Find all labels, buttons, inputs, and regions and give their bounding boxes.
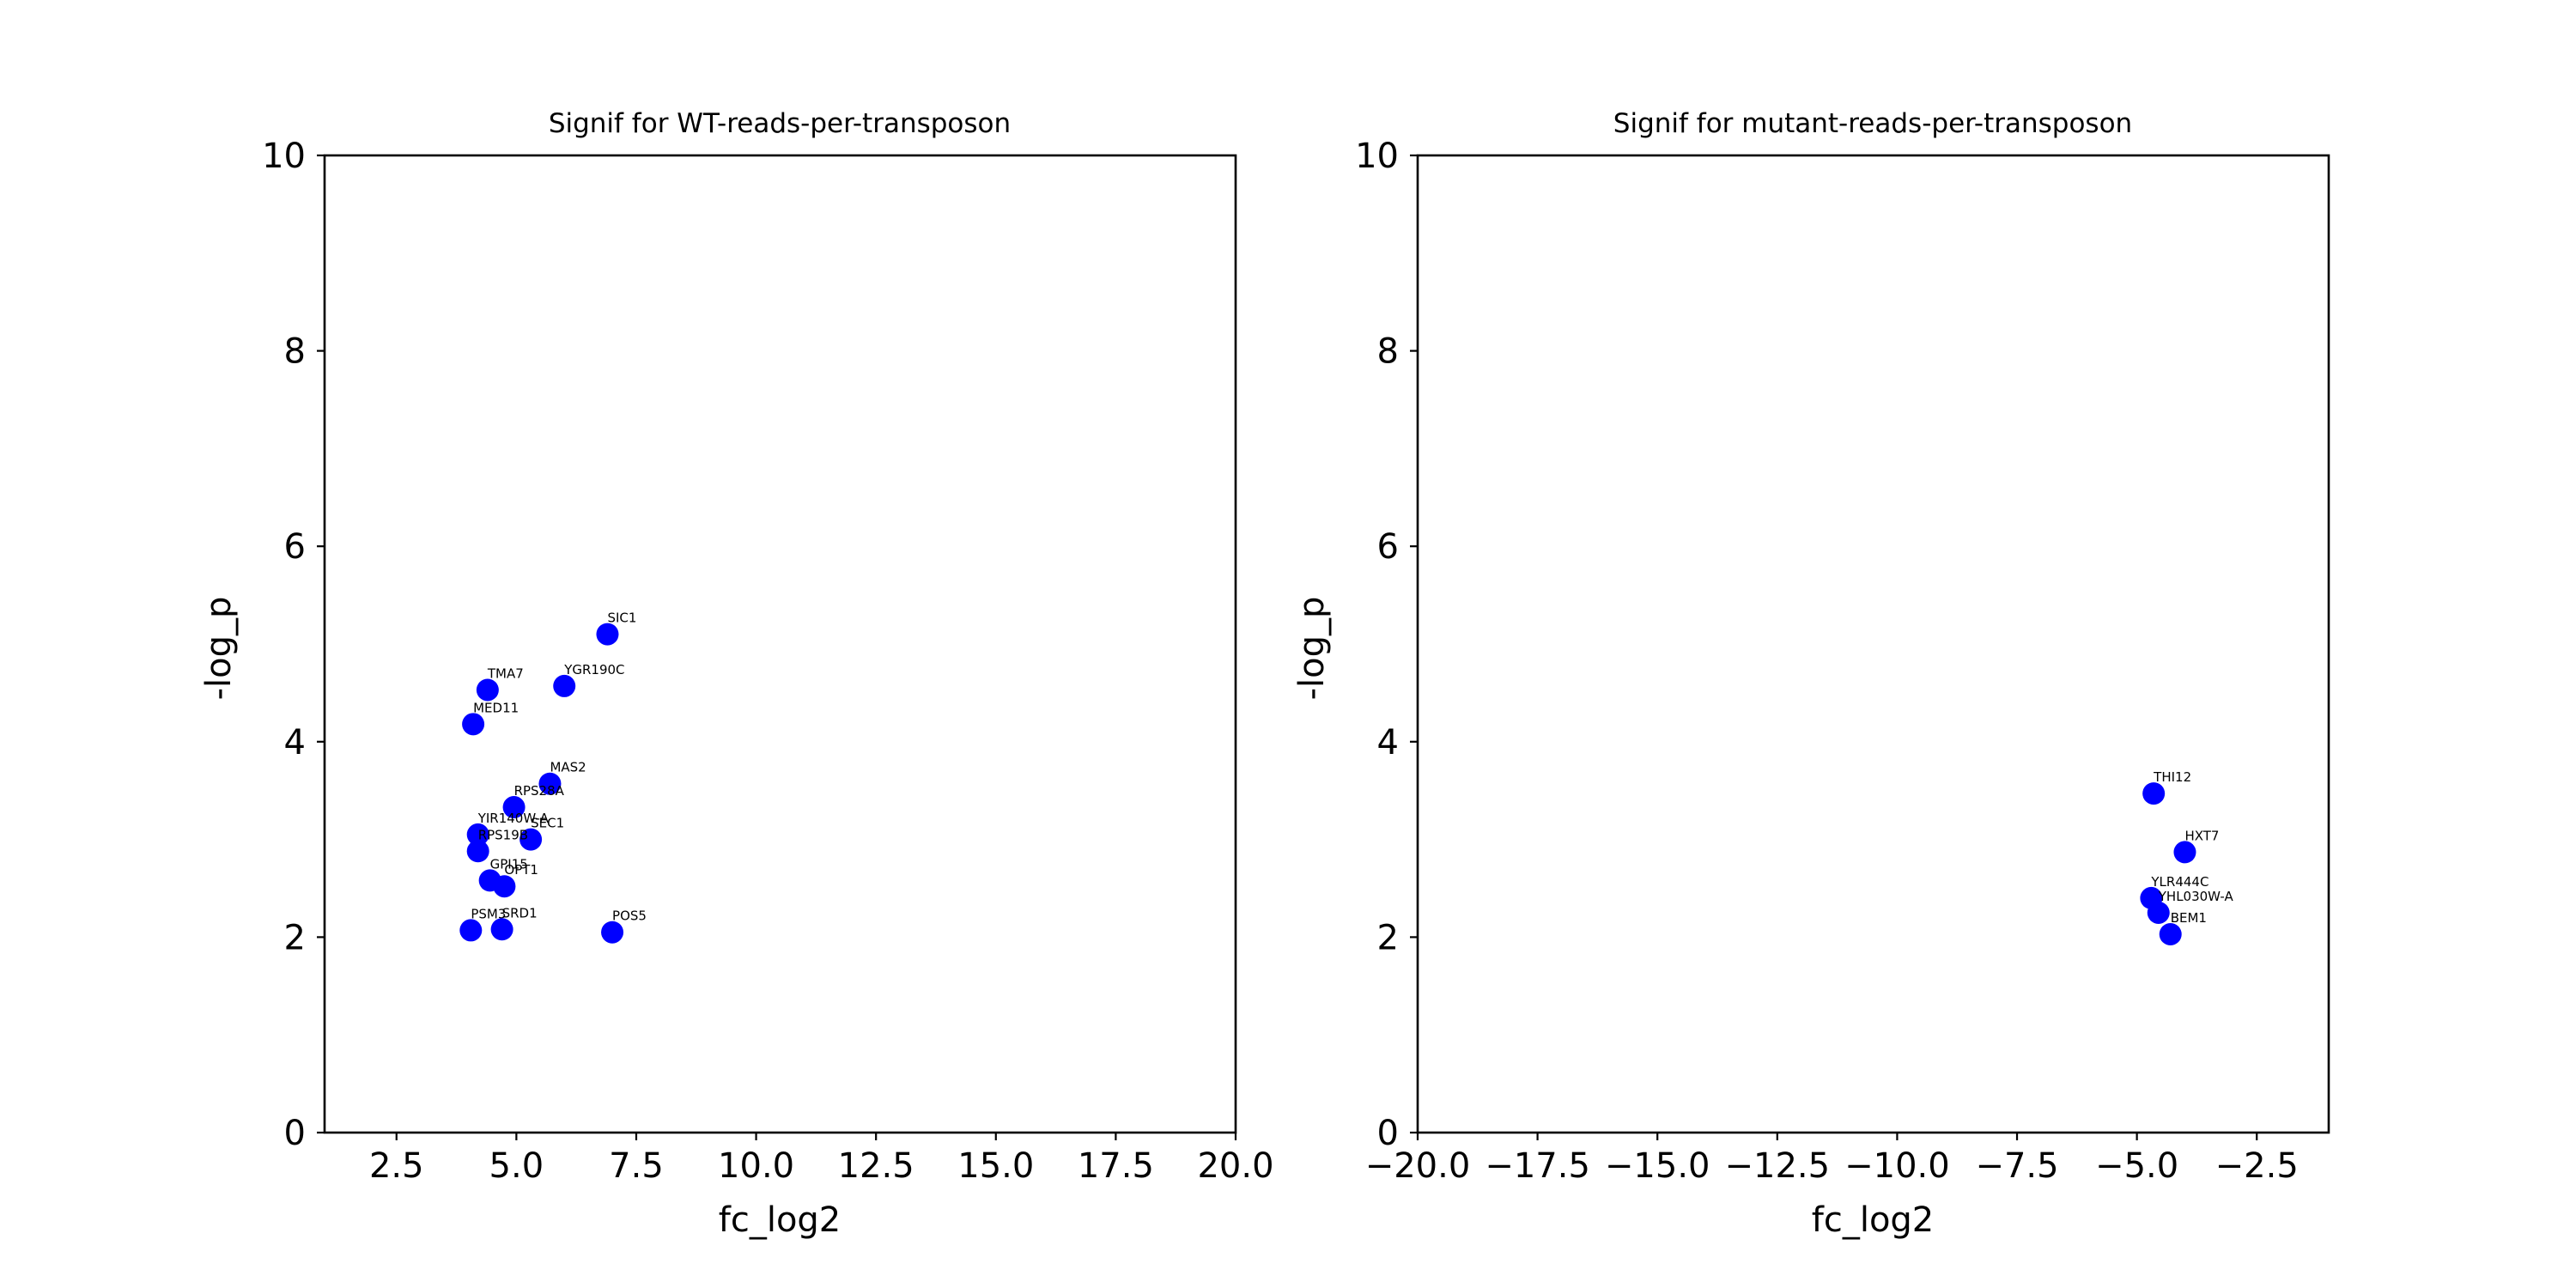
data-point-label: BEM1: [2171, 910, 2207, 926]
data-point-label: YGR190C: [563, 662, 624, 677]
x-tick-label: −10.0: [1844, 1146, 1950, 1186]
data-point: [466, 823, 489, 846]
y-tick-label: 10: [1355, 137, 1399, 176]
data-point-label: THI12: [2153, 769, 2191, 785]
y-tick-label: 0: [284, 1114, 306, 1153]
y-tick-label: 2: [1377, 918, 1399, 957]
x-tick-label: −2.5: [2215, 1146, 2299, 1186]
data-point: [466, 840, 489, 863]
data-point: [502, 796, 526, 819]
data-point: [2173, 841, 2196, 864]
data-point-label: GPI15: [490, 856, 528, 872]
data-point: [493, 875, 516, 898]
data-point-label: HXT7: [2184, 828, 2219, 843]
tick-group: −20.0 −17.5 −15.0 −12.5 −10.0 −7.5 −5.0 −2.5 0 2 4…: [1355, 137, 2299, 1186]
y-tick-label: 10: [262, 137, 306, 176]
x-tick-label: −5.0: [2095, 1146, 2178, 1186]
data-point-label: RPS19B: [478, 827, 528, 842]
data-point: [2147, 901, 2170, 924]
x-tick-label: −17.5: [1485, 1146, 1590, 1186]
data-point: [596, 623, 619, 646]
x-axis-label: fc_log2: [719, 1200, 841, 1240]
x-tick-label: 7.5: [609, 1146, 664, 1186]
data-point-label: RPS28A: [514, 783, 565, 799]
plot-area-frame: [323, 154, 1237, 1134]
panel-wt: Signif for WT-reads-per-transposon fc_lo…: [199, 108, 1274, 1240]
x-tick-label: 10.0: [718, 1146, 794, 1186]
x-tick-label: −7.5: [1975, 1146, 2058, 1186]
data-point: [601, 920, 624, 944]
x-tick-label: −20.0: [1365, 1146, 1471, 1186]
data-point-label: MAS2: [550, 760, 586, 775]
x-tick-label: 15.0: [957, 1146, 1034, 1186]
tick-group: 2.5 5.0 7.5 10.0 12.5 15.0 17.5 20.0 0 2 4 6 8 10: [262, 137, 1273, 1186]
data-point-label: OPT1: [504, 862, 538, 878]
x-tick-label: 12.5: [838, 1146, 914, 1186]
y-tick-label: 6: [284, 527, 306, 567]
x-tick-label: 20.0: [1197, 1146, 1273, 1186]
data-point: [462, 713, 485, 736]
x-tick-label: −12.5: [1725, 1146, 1831, 1186]
data-point-label: POS5: [612, 908, 647, 924]
y-tick-label: 0: [1377, 1114, 1399, 1153]
data-point: [2142, 782, 2166, 805]
data-point-label: TMA7: [487, 665, 524, 681]
data-point-label: YIR140W-A: [477, 811, 550, 826]
plot-area-frame: [1416, 154, 2330, 1134]
data-point: [519, 828, 543, 851]
x-tick-label: 5.0: [489, 1146, 544, 1186]
x-tick-label: 17.5: [1078, 1146, 1154, 1186]
y-axis-label: -log_p: [199, 597, 239, 701]
data-point: [490, 918, 513, 941]
plot-title: Signif for WT-reads-per-transposon: [549, 108, 1011, 139]
data-point-label: PSM3: [471, 906, 506, 921]
x-tick-label: 2.5: [369, 1146, 424, 1186]
data-point-label: SRD1: [502, 905, 538, 920]
plot-title: Signif for mutant-reads-per-transposon: [1613, 108, 2132, 139]
data-point: [553, 674, 576, 697]
x-tick-label: −15.0: [1605, 1146, 1710, 1186]
y-tick-label: 4: [1377, 723, 1399, 762]
y-tick-label: 8: [284, 332, 306, 372]
data-point-label: SEC1: [531, 816, 564, 831]
data-point-label: YLR444C: [2150, 874, 2208, 890]
x-axis-label: fc_log2: [1812, 1200, 1935, 1240]
y-axis-label: -log_p: [1292, 597, 1332, 701]
y-tick-label: 8: [1377, 332, 1399, 372]
y-tick-label: 6: [1377, 527, 1399, 567]
data-point-label: MED11: [473, 700, 519, 715]
panel-mutant: Signif for mutant-reads-per-transposon f…: [1292, 108, 2330, 1240]
data-point: [2159, 922, 2182, 945]
data-point: [459, 919, 483, 942]
data-point: [538, 772, 562, 795]
y-tick-label: 4: [284, 723, 306, 762]
data-point-label: SIC1: [607, 611, 636, 626]
data-point: [476, 678, 499, 702]
y-tick-label: 2: [284, 918, 306, 957]
data-point-label: YHL030W-A: [2158, 889, 2234, 904]
